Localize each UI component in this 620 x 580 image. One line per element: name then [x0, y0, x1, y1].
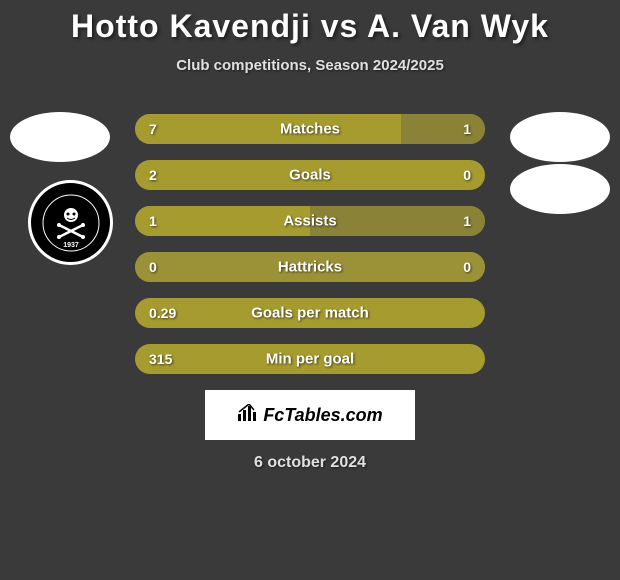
stat-value-right: 0: [463, 167, 471, 183]
club-badge-left: 1937: [28, 180, 113, 265]
stat-value-right: 1: [463, 121, 471, 137]
branding-text: FcTables.com: [263, 405, 382, 426]
stat-label: Min per goal: [266, 351, 354, 368]
svg-text:1937: 1937: [63, 242, 79, 249]
stat-row: 7 Matches 1: [135, 114, 485, 144]
stat-row: 315 Min per goal: [135, 344, 485, 374]
stat-value-left: 0.29: [149, 305, 176, 321]
stat-bar-left: [135, 114, 401, 144]
stat-value-left: 1: [149, 213, 157, 229]
stats-container: 7 Matches 1 2 Goals 0 1 Assists 1 0 Hatt…: [135, 114, 485, 374]
stat-row: 0.29 Goals per match: [135, 298, 485, 328]
stat-value-left: 0: [149, 259, 157, 275]
stat-label: Assists: [283, 213, 336, 230]
stat-value-right: 0: [463, 259, 471, 275]
stat-value-left: 315: [149, 351, 172, 367]
stat-label: Goals: [289, 167, 331, 184]
stat-row: 1 Assists 1: [135, 206, 485, 236]
pirates-badge-icon: 1937: [41, 193, 101, 253]
branding-box[interactable]: FcTables.com: [205, 390, 415, 440]
player-avatar-right: [510, 112, 610, 162]
stat-value-right: 1: [463, 213, 471, 229]
stat-bar-right: [401, 114, 485, 144]
stat-label: Goals per match: [251, 305, 369, 322]
stat-row: 2 Goals 0: [135, 160, 485, 190]
stat-label: Matches: [280, 121, 340, 138]
player-avatar-left: [10, 112, 110, 162]
page-subtitle: Club competitions, Season 2024/2025: [0, 57, 620, 74]
stat-value-left: 7: [149, 121, 157, 137]
stat-label: Hattricks: [278, 259, 342, 276]
date-text: 6 october 2024: [0, 454, 620, 472]
stat-row: 0 Hattricks 0: [135, 252, 485, 282]
club-avatar-right: [510, 164, 610, 214]
chart-icon: [237, 404, 259, 427]
page-title: Hotto Kavendji vs A. Van Wyk: [0, 0, 620, 45]
stat-value-left: 2: [149, 167, 157, 183]
